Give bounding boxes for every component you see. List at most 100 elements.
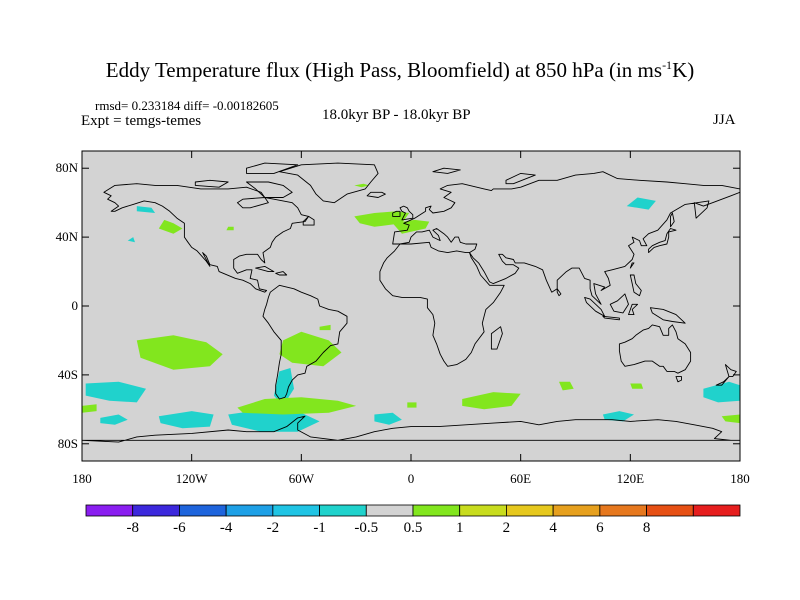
lat-tick-label: 40S (57, 366, 78, 382)
lon-tick-label: 0 (407, 471, 415, 486)
colorbar-bin-11 (599, 504, 647, 517)
anomaly-region-4 (273, 368, 294, 406)
anomaly-region-20 (319, 324, 331, 331)
colorbar-bin-12 (646, 504, 694, 517)
anomaly-region-24 (559, 381, 574, 391)
anomaly-region-3 (228, 409, 320, 432)
anomaly-region-19 (237, 397, 357, 415)
coastline-antarctica (82, 415, 740, 443)
colorbar-bin-2 (179, 504, 227, 517)
lon-tick-label: 120E (616, 471, 645, 486)
coastline-philippines (629, 274, 642, 297)
coastline-south-america (262, 284, 348, 400)
anomaly-region-11 (127, 237, 135, 243)
lat-tick-label: 80N (55, 160, 78, 176)
lon-tick-label: 180 (72, 471, 92, 486)
anomaly-region-26 (721, 414, 740, 424)
colorbar (85, 504, 741, 517)
coastline-australia (618, 324, 692, 374)
anomaly-region-10 (67, 191, 80, 196)
coastline-layer (82, 162, 740, 443)
stats-line: rmsd= 0.233184 diff= -0.00182605 (95, 98, 279, 113)
lon-tick-label: 60W (288, 471, 314, 486)
colorbar-label: 6 (596, 520, 604, 536)
anomaly-region-17 (136, 335, 223, 370)
anomaly-region-25 (630, 383, 644, 389)
coastline-taiwan (629, 262, 635, 269)
anomaly-layer (67, 183, 740, 432)
coastline-north-america (103, 183, 310, 293)
colorbar-label: -1 (313, 520, 326, 536)
anomaly-region-22 (407, 402, 417, 408)
lon-tick-label: 120W (175, 471, 208, 486)
coastline-africa (379, 241, 505, 367)
coastline-iceland (366, 191, 386, 198)
coastline-sakhalin (670, 212, 675, 228)
colorbar-bin-4 (272, 504, 320, 517)
anomaly-region-7 (703, 381, 740, 403)
coastline-british-isles (399, 205, 414, 221)
lon-tick-label: 60E (510, 471, 532, 486)
colorbar-label: 4 (549, 520, 557, 536)
anomaly-region-6 (602, 411, 634, 422)
anomaly-region-18 (279, 331, 342, 367)
anomaly-region-0 (85, 381, 146, 403)
colorbar-bin-5 (319, 504, 367, 517)
coastline-new-guinea (649, 307, 686, 324)
coastline-java (602, 315, 620, 321)
colorbar-bin-0 (85, 504, 134, 517)
colorbar-bin-3 (225, 504, 274, 517)
anomaly-region-23 (462, 392, 521, 410)
coastline-greenland (278, 162, 379, 204)
coastline-sri-lanka (556, 288, 562, 297)
colorbar-bin-13 (692, 504, 741, 517)
anomaly-region-16 (354, 183, 369, 188)
experiment-label: Expt = temgs-temes (81, 113, 202, 129)
anomaly-region-21 (82, 404, 97, 413)
lat-tick-label: 0 (71, 298, 79, 313)
coastline-ellesmere-island (246, 162, 299, 174)
coastline-svalbard (432, 167, 461, 174)
coastline-madagascar (490, 326, 503, 350)
map-background (82, 151, 740, 461)
anomaly-region-5 (374, 412, 402, 425)
lon-tick-label: 180 (730, 471, 750, 486)
coastline-tasmania (675, 376, 682, 383)
season-label: JJA (713, 112, 736, 128)
coastline-newfoundland (302, 215, 315, 226)
colorbar-label: -0.5 (354, 520, 379, 536)
colorbar-bin-9 (506, 504, 554, 517)
colorbar-label: -4 (219, 520, 233, 536)
colorbar-bin-1 (132, 504, 180, 517)
chart-title: Eddy Temperature flux (High Pass, Bloomf… (105, 58, 695, 82)
coastline-eurasia (392, 171, 740, 305)
colorbar-bin-7 (412, 504, 461, 517)
anomaly-region-12 (158, 219, 183, 234)
lat-tick-label: 40N (55, 229, 78, 245)
colorbar-label: -6 (173, 520, 186, 536)
coastline-victoria-island (194, 179, 229, 188)
axis-ticks (81, 151, 741, 461)
anomaly-region-9 (626, 197, 656, 210)
anomaly-region-13 (226, 226, 234, 231)
colorbar-bin-6 (365, 504, 414, 517)
coastline-hispaniola (275, 271, 288, 276)
coastline-borneo (609, 293, 629, 314)
colorbar-bin-10 (552, 504, 601, 517)
anomaly-region-15 (392, 219, 430, 234)
colorbar-label: 2 (502, 520, 511, 536)
colorbar-label: 0.5 (403, 520, 423, 536)
coastline-japan (648, 228, 677, 254)
coastline-cuba (255, 265, 275, 273)
coastline-ireland (392, 210, 401, 217)
anomaly-region-1 (100, 414, 128, 425)
coastline-new-zealand (715, 364, 737, 386)
coastline-sulawesi (628, 303, 639, 316)
colorbar-label: 8 (642, 520, 651, 536)
colorbar-label: -8 (126, 520, 139, 536)
colorbar-label: -2 (266, 520, 280, 536)
coastline-novaya-zemlya (505, 172, 536, 185)
colorbar-bin-8 (459, 504, 507, 517)
colorbar-label: 1 (455, 520, 464, 536)
